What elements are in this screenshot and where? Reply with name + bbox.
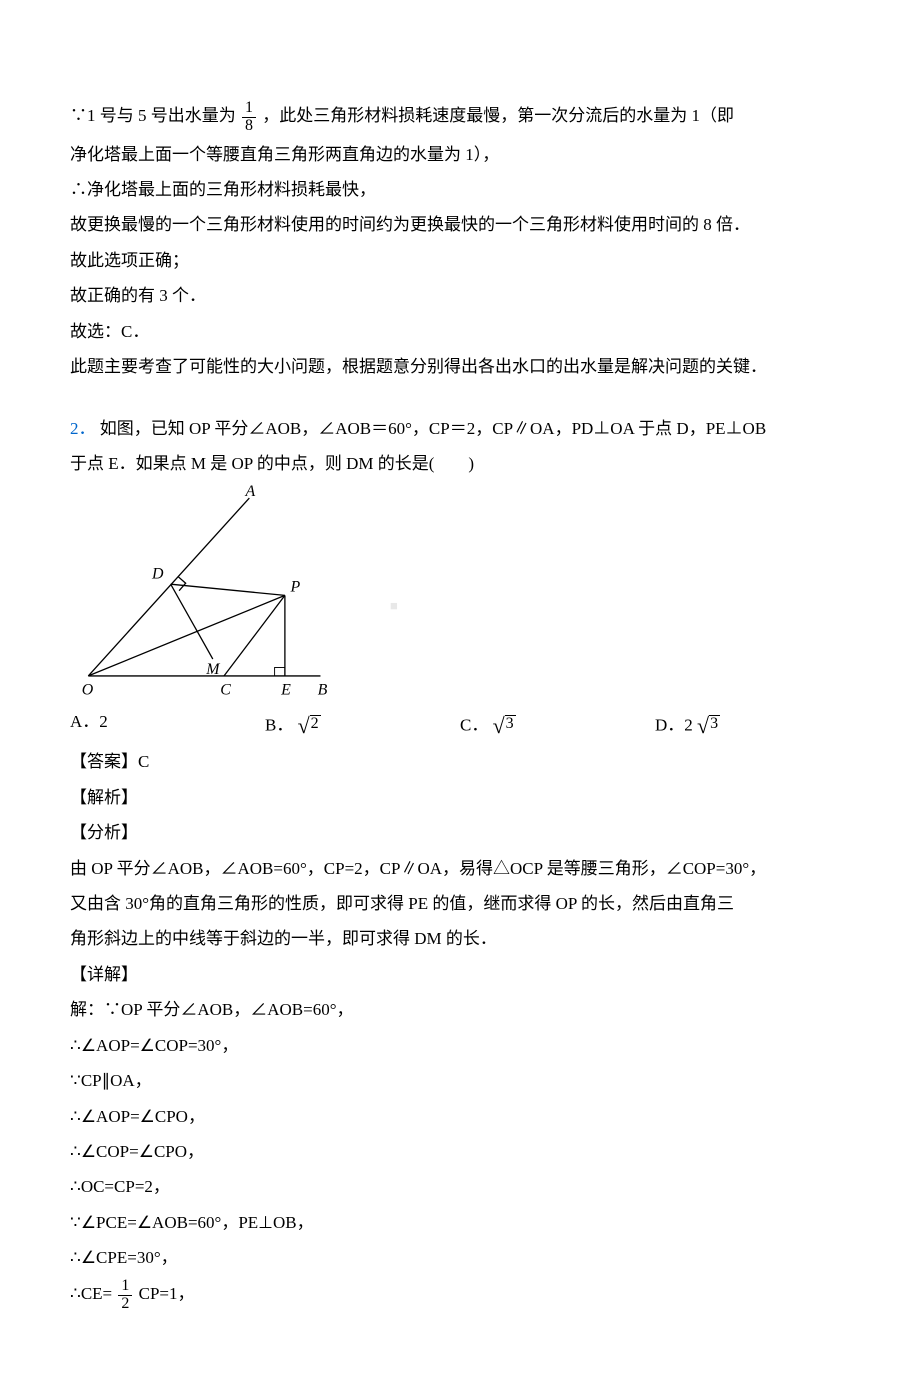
choice-b: B． √2	[265, 706, 460, 747]
step: 解：∵OP 平分∠AOB，∠AOB=60°，	[70, 994, 850, 1025]
step: ∴OC=CP=2，	[70, 1171, 850, 1202]
text: ，此处三角形材料损耗速度最慢，第一次分流后的水量为 1（即	[262, 106, 734, 125]
section-heading: 【解析】	[70, 782, 850, 813]
choice-a: A．2	[70, 706, 265, 747]
fraction: 1 8	[242, 100, 256, 135]
step: ∴CE= 1 2 CP=1，	[70, 1278, 850, 1313]
step: ∴∠CPE=30°，	[70, 1242, 850, 1273]
analysis-text: 由 OP 平分∠AOB，∠AOB=60°，CP=2，CP∥OA，易得△OCP 是…	[70, 853, 850, 884]
step: ∵CP∥OA，	[70, 1065, 850, 1096]
text: 故选：C．	[70, 316, 850, 347]
step: ∴∠AOP=∠CPO，	[70, 1101, 850, 1132]
text: 此题主要考查了可能性的大小问题，根据题意分别得出各出水口的出水量是解决问题的关键…	[70, 351, 850, 382]
choice-c: C． √3	[460, 706, 655, 747]
svg-text:A: A	[245, 484, 256, 500]
step: ∴∠AOP=∠COP=30°，	[70, 1030, 850, 1061]
svg-text:C: C	[220, 681, 231, 698]
answer-heading: 【答案】C	[70, 746, 850, 777]
section-heading: 【详解】	[70, 959, 850, 990]
svg-text:M: M	[205, 661, 220, 678]
watermark: ■	[390, 594, 398, 618]
svg-text:O: O	[82, 681, 94, 698]
answer-choices: A．2 B． √2 C． √3 D．2 √3	[70, 706, 850, 747]
step: ∴∠COP=∠CPO，	[70, 1136, 850, 1167]
text: 故此选项正确；	[70, 245, 850, 276]
geometry-diagram: ■ O B A P D M C E	[70, 484, 850, 704]
section-heading: 【分析】	[70, 817, 850, 848]
analysis-text: 角形斜边上的中线等于斜边的一半，即可求得 DM 的长．	[70, 923, 850, 954]
text: 净化塔最上面一个等腰直角三角形两直角边的水量为 1），	[70, 139, 850, 170]
question-stem: 如图，已知 OP 平分∠AOB，∠AOB＝60°，CP＝2，CP∥OA，PD⊥O…	[100, 419, 766, 438]
text: ∴净化塔最上面的三角形材料损耗最快，	[70, 174, 850, 205]
svg-text:D: D	[151, 565, 164, 582]
choice-d: D．2 √3	[655, 706, 850, 747]
text: 故正确的有 3 个．	[70, 280, 850, 311]
text: 故更换最慢的一个三角形材料使用的时间约为更换最快的一个三角形材料使用时间的 8 …	[70, 209, 850, 240]
svg-text:P: P	[290, 578, 301, 595]
svg-text:E: E	[280, 681, 291, 698]
question-number: 2．	[70, 419, 96, 438]
analysis-text: 又由含 30°角的直角三角形的性质，即可求得 PE 的值，继而求得 OP 的长，…	[70, 888, 850, 919]
question-stem: 于点 E．如果点 M 是 OP 的中点，则 DM 的长是( )	[70, 448, 850, 479]
step: ∵∠PCE=∠AOB=60°，PE⊥OB，	[70, 1207, 850, 1238]
text: ∵1 号与 5 号出水量为	[70, 106, 236, 125]
svg-text:B: B	[318, 681, 328, 698]
fraction: 1 2	[118, 1278, 132, 1313]
